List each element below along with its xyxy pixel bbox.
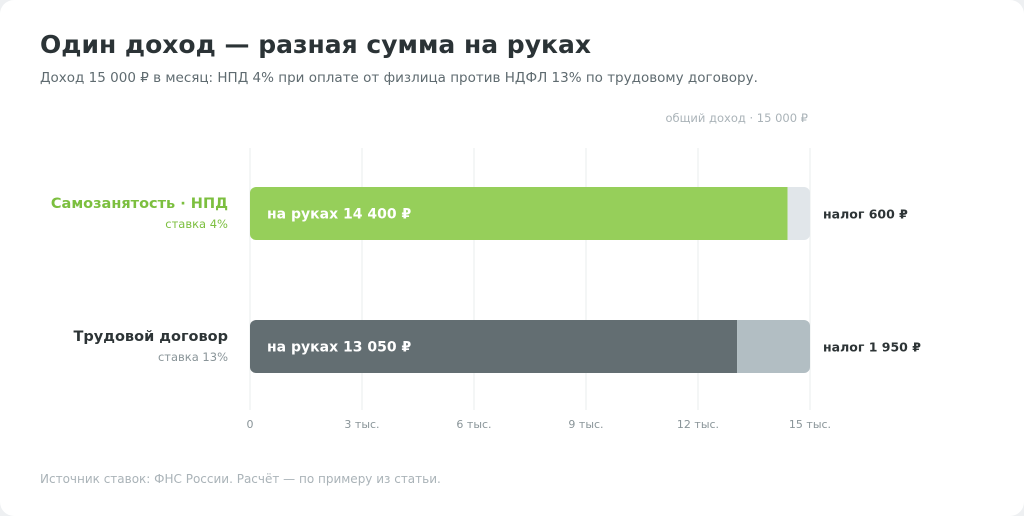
x-tick-label: 12 тыс.: [677, 418, 719, 431]
x-tick-label: 9 тыс.: [568, 418, 603, 431]
source-note: Источник ставок: ФНС России. Расчёт — по…: [40, 472, 441, 486]
chart-subtitle: Доход 15 000 ₽ в месяц: НПД 4% при оплат…: [40, 70, 758, 86]
total-income-note: общий доход · 15 000 ₽: [665, 111, 808, 125]
bar-net-label: на руках 13 050 ₽: [267, 340, 411, 356]
bar-tax-label: налог 600 ₽: [823, 207, 908, 222]
bar-tax-label: налог 1 950 ₽: [823, 340, 921, 355]
x-tick-label: 3 тыс.: [344, 418, 379, 431]
category-label: Трудовой договор: [74, 329, 228, 345]
x-tick-label: 15 тыс.: [789, 418, 831, 431]
category-rate-label: ставка 13%: [158, 350, 228, 364]
bar-tax: [787, 187, 810, 240]
category-rate-label: ставка 4%: [165, 217, 228, 231]
category-label: Самозанятость · НПД: [51, 196, 228, 212]
bar-tax: [737, 320, 810, 373]
x-tick-label: 0: [247, 418, 254, 431]
bar-net: [250, 320, 738, 373]
page-title: Один доход — разная сумма на руках: [40, 30, 591, 59]
x-tick-label: 6 тыс.: [456, 418, 491, 431]
bar-net-label: на руках 14 400 ₽: [267, 207, 411, 223]
bar-net: [250, 187, 788, 240]
